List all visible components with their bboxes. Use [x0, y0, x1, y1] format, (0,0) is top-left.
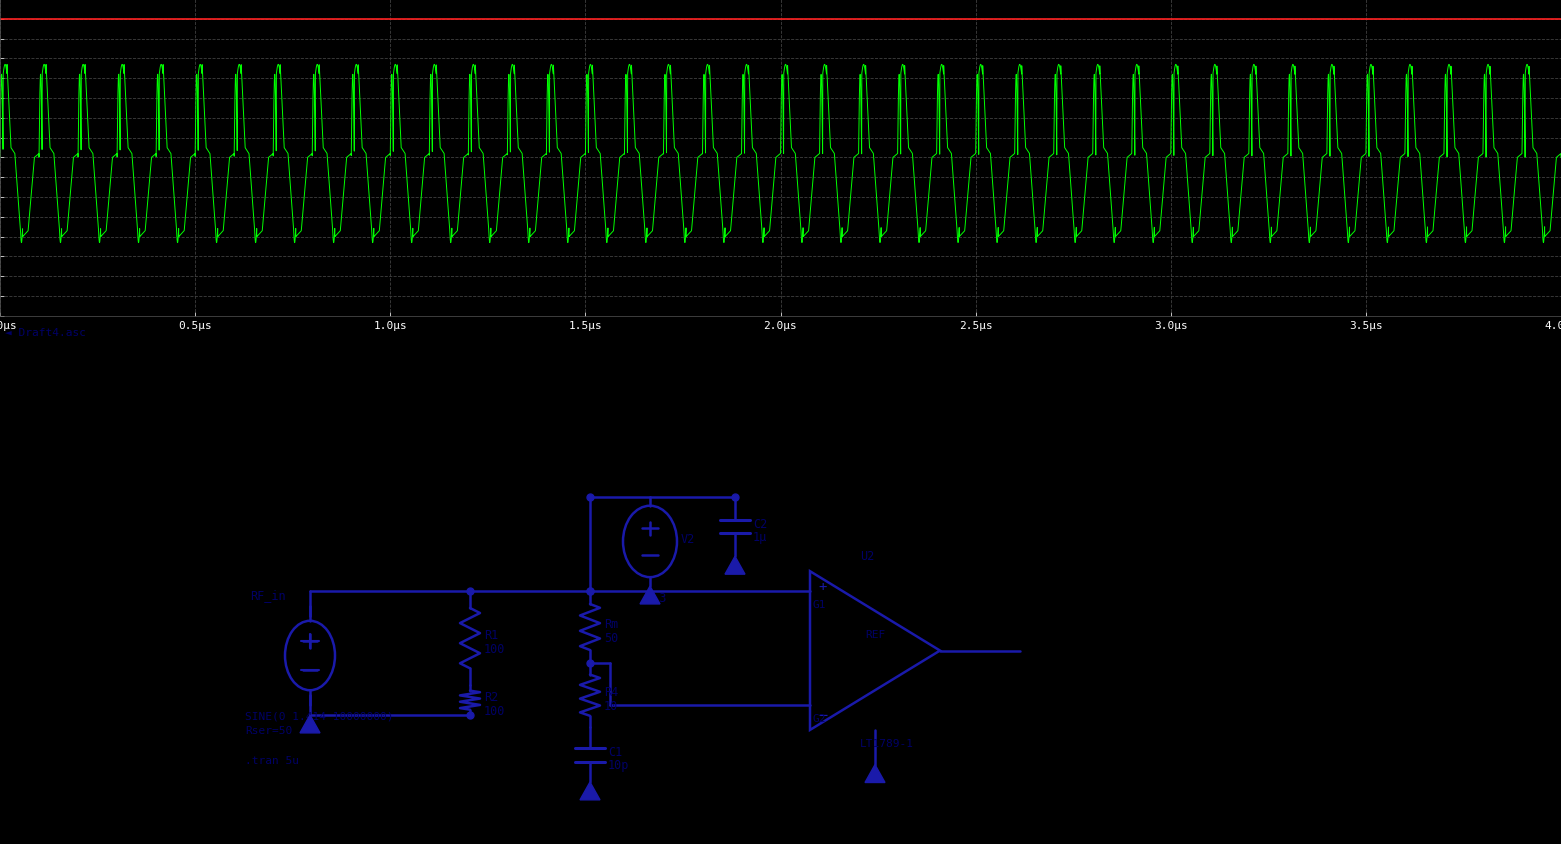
- Text: LT1789-1: LT1789-1: [860, 738, 915, 748]
- Text: 100: 100: [484, 642, 506, 655]
- Text: Rser=50: Rser=50: [245, 725, 292, 735]
- Text: C2: C2: [752, 517, 768, 530]
- Text: ◄ Draft4.asc: ◄ Draft4.asc: [5, 327, 86, 338]
- Polygon shape: [581, 782, 599, 800]
- Text: G2: G2: [813, 713, 826, 723]
- Text: R1: R1: [484, 629, 498, 641]
- Text: 100: 100: [484, 704, 506, 717]
- Text: .tran 5u: .tran 5u: [245, 755, 300, 765]
- Text: R4: R4: [604, 685, 618, 699]
- Text: G1: G1: [813, 599, 826, 609]
- Text: R2: R2: [484, 690, 498, 703]
- Text: V2: V2: [681, 532, 695, 545]
- Polygon shape: [640, 587, 660, 604]
- Text: +: +: [818, 580, 826, 593]
- Polygon shape: [300, 715, 320, 733]
- Text: 10: 10: [604, 700, 618, 712]
- Text: SINE(0 1.414 10000000): SINE(0 1.414 10000000): [245, 711, 393, 720]
- Text: RF_in: RF_in: [250, 588, 286, 601]
- Text: U2: U2: [860, 549, 874, 563]
- Text: REF: REF: [865, 629, 885, 639]
- Text: 3.3: 3.3: [645, 592, 667, 604]
- Text: C1: C1: [607, 745, 623, 758]
- Polygon shape: [865, 765, 885, 782]
- Text: −: −: [818, 707, 827, 722]
- Text: 10p: 10p: [607, 758, 629, 771]
- Polygon shape: [724, 557, 745, 575]
- Text: Rm: Rm: [604, 617, 618, 630]
- Text: 1μ: 1μ: [752, 530, 768, 543]
- Text: 50: 50: [604, 631, 618, 644]
